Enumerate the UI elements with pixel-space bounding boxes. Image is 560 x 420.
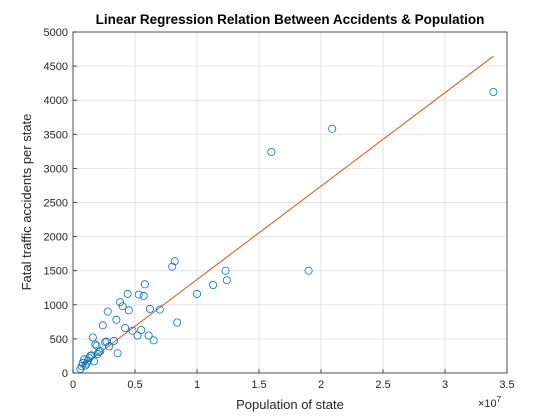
data-point	[170, 257, 179, 266]
y-tick-label: 0	[62, 368, 68, 380]
data-point	[90, 357, 99, 366]
data-point	[78, 358, 87, 367]
data-point	[139, 291, 148, 300]
x-axis-exponent: ×107	[478, 395, 502, 410]
data-point	[328, 124, 337, 133]
y-tick-label: 500	[50, 334, 68, 346]
y-tick-label: 2500	[44, 198, 68, 210]
data-point	[121, 323, 130, 332]
x-exponent-power: 7	[497, 395, 502, 404]
y-axis-label: Fatal traffic accidents per state	[19, 114, 34, 291]
data-point	[137, 325, 146, 334]
grid	[73, 32, 507, 373]
data-point	[489, 88, 498, 97]
data-point	[98, 321, 107, 330]
y-tick-label: 5000	[44, 27, 68, 39]
x-tick-label: 0	[70, 379, 76, 391]
data-point	[155, 305, 164, 314]
data-point	[221, 266, 230, 275]
x-tick-label: 1	[194, 379, 200, 391]
x-tick-label: 1.5	[251, 379, 266, 391]
data-point	[267, 147, 276, 156]
data-point	[134, 290, 143, 299]
data-point	[133, 331, 142, 340]
data-point	[102, 337, 111, 346]
data-point	[91, 340, 100, 349]
x-axis-label: Population of state	[236, 397, 344, 412]
data-point	[116, 298, 125, 307]
x-tick-label: 2.5	[375, 379, 390, 391]
data-point	[140, 280, 149, 289]
data-point	[222, 276, 231, 285]
data-point	[145, 304, 154, 313]
data-point	[149, 336, 158, 345]
data-point	[93, 349, 102, 358]
data-point	[113, 349, 122, 358]
data-point	[96, 347, 105, 356]
data-point	[168, 262, 177, 271]
fit-line-group	[80, 55, 494, 368]
y-tick-label: 2000	[44, 232, 68, 244]
y-tick-label: 3000	[44, 163, 68, 175]
data-point	[192, 289, 201, 298]
data-point	[103, 307, 112, 316]
data-point	[118, 302, 127, 311]
y-tick-label: 1000	[44, 300, 68, 312]
x-tick-label: 3	[442, 379, 448, 391]
x-tick-label: 3.5	[499, 379, 514, 391]
data-point	[173, 318, 182, 327]
x-exponent-base: ×10	[478, 398, 497, 410]
data-point	[77, 362, 86, 371]
y-tick-labels: 0 500 1000 1500 2000 2500 3000 3500 4000 4500 5000	[44, 27, 77, 380]
data-point	[88, 333, 97, 342]
data-point	[144, 331, 153, 340]
data-point	[304, 266, 313, 275]
y-tick-label: 3500	[44, 129, 68, 141]
x-tick-label: 2	[318, 379, 324, 391]
data-point	[128, 326, 137, 335]
data-point	[124, 306, 133, 315]
chart-title: Linear Regression Relation Between Accid…	[96, 12, 485, 27]
data-point	[82, 359, 91, 368]
data-points	[76, 88, 498, 373]
y-tick-label: 4500	[44, 61, 68, 73]
data-point	[112, 315, 121, 324]
data-point	[105, 342, 114, 351]
y-tick-label: 4000	[44, 95, 68, 107]
y-tick-label: 1500	[44, 266, 68, 278]
data-point	[123, 289, 132, 298]
data-point	[95, 347, 104, 356]
regression-line	[80, 55, 494, 368]
data-point	[81, 361, 90, 370]
data-point	[209, 280, 218, 289]
x-tick-labels: 0 0.5 1 1.5 2 2.5 3 3.5	[70, 369, 515, 391]
data-point	[80, 355, 89, 364]
data-point	[86, 351, 95, 360]
x-tick-label: 0.5	[127, 379, 142, 391]
